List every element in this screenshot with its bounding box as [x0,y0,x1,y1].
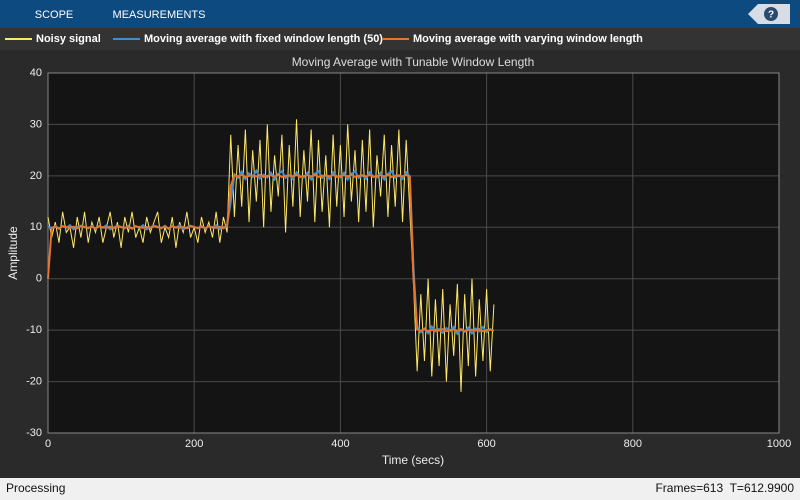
help-icon[interactable] [764,7,778,21]
status-right: Frames=613 T=612.9900 [655,481,794,495]
tab-measurements[interactable]: MEASUREMENTS [113,9,206,21]
x-tick-label: 1000 [767,438,791,450]
y-tick-label: -30 [26,427,42,439]
x-axis-label: Time (secs) [382,453,444,467]
x-tick-label: 800 [624,438,642,450]
status-left: Processing [6,481,65,495]
y-tick-label: -10 [26,324,42,336]
x-tick-label: 400 [331,438,349,450]
legend: Noisy signal Moving average with fixed wi… [5,33,643,45]
legend-label: Moving average with fixed window length … [144,33,383,45]
status-bar [0,478,800,500]
x-tick-label: 200 [185,438,203,450]
legend-label: Moving average with varying window lengt… [413,33,643,45]
y-tick-label: 10 [30,221,42,233]
y-tick-label: 40 [30,67,42,79]
y-tick-label: 30 [30,118,42,130]
help-text[interactable]: ? [768,10,774,21]
plot-border [47,72,780,434]
y-tick-label: 0 [36,273,42,285]
legend-label: Noisy signal [36,33,101,45]
y-axis-label: Amplitude [6,226,20,280]
x-tick-label: 0 [45,438,51,450]
x-tick-label: 600 [477,438,495,450]
series-line [47,119,495,392]
tab-scope[interactable]: SCOPE [35,9,74,21]
series-line [47,173,495,333]
y-tick-label: -20 [26,375,42,387]
chart-title: Moving Average with Tunable Window Lengt… [292,55,535,69]
y-tick-label: 20 [30,170,42,182]
toolbar [0,0,800,28]
